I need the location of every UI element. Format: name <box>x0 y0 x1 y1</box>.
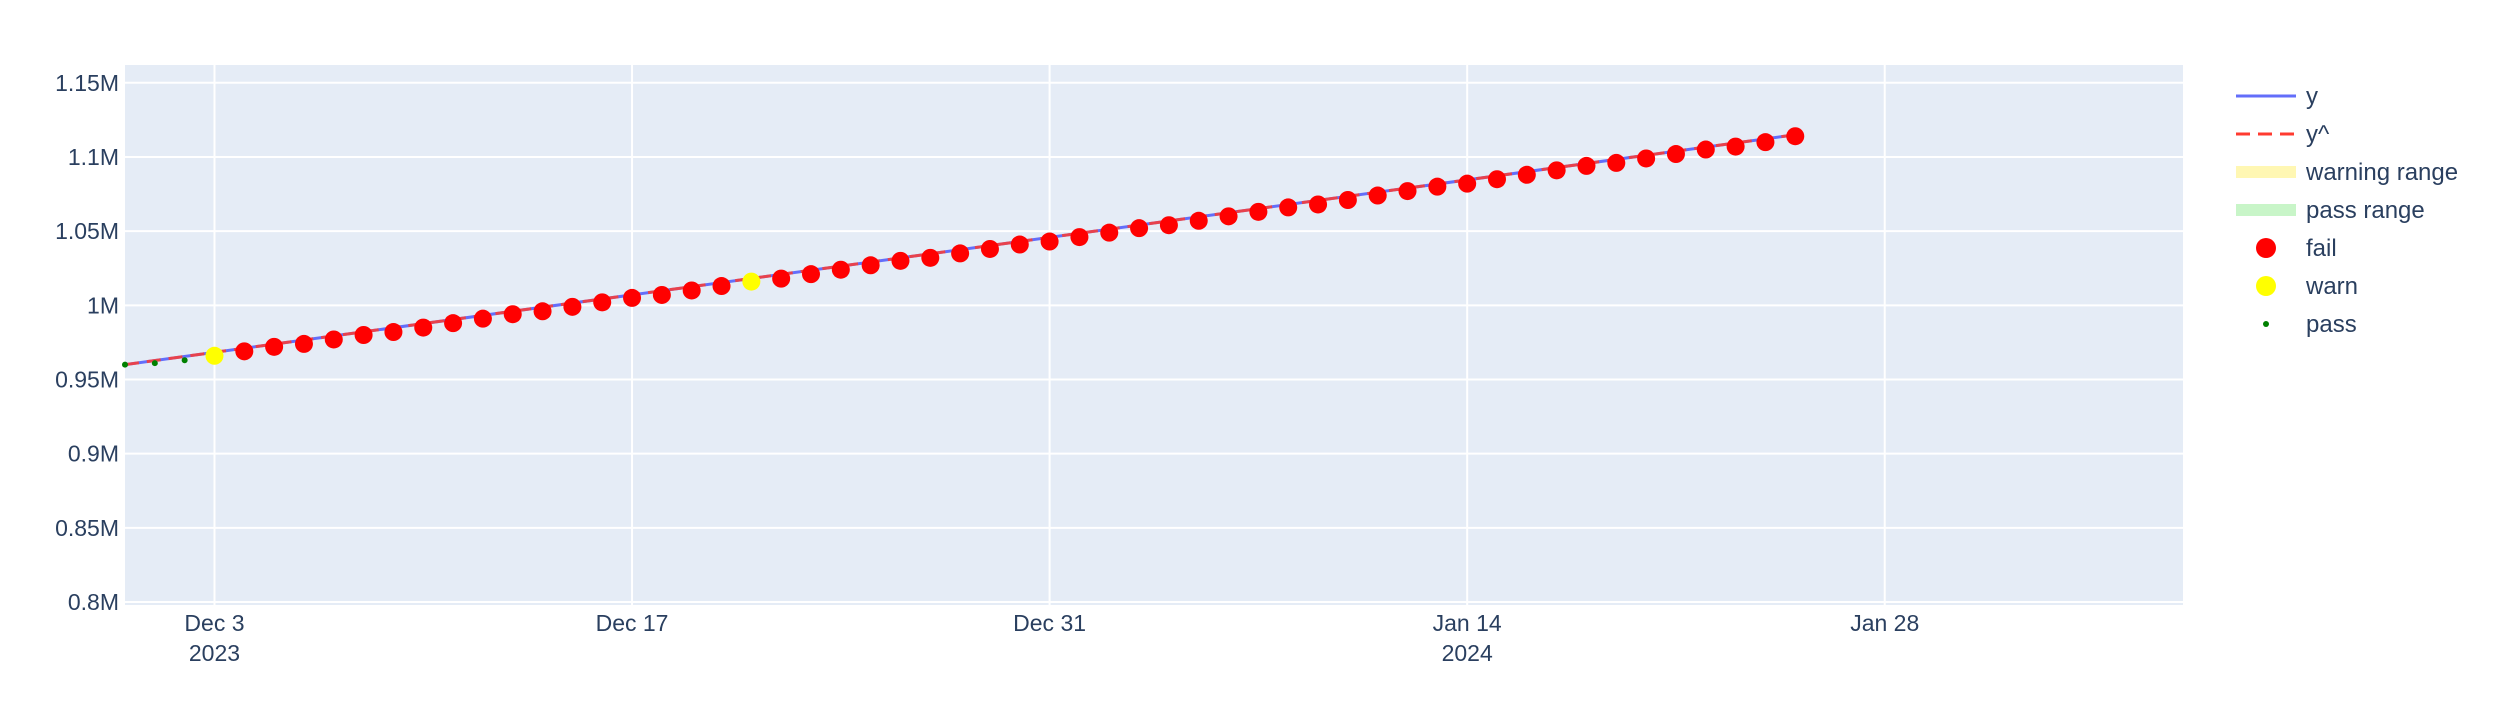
data-point-fail[interactable] <box>1666 145 1685 164</box>
data-point-fail[interactable] <box>1577 156 1596 175</box>
data-point-fail[interactable] <box>533 302 552 321</box>
data-point-fail[interactable] <box>652 285 671 304</box>
data-point-fail[interactable] <box>414 318 433 337</box>
data-point-fail[interactable] <box>1488 170 1506 189</box>
legend-item[interactable]: y <box>2236 83 2318 110</box>
legend-item[interactable]: warn <box>2256 273 2358 300</box>
data-point-fail[interactable] <box>921 248 940 267</box>
legend-label: pass range <box>2306 197 2425 224</box>
data-point-fail[interactable] <box>951 244 970 263</box>
data-point-fail[interactable] <box>980 239 999 258</box>
data-point-fail[interactable] <box>712 277 731 296</box>
data-point-fail[interactable] <box>1368 186 1387 205</box>
data-point-fail[interactable] <box>1309 195 1328 214</box>
data-point-fail[interactable] <box>1726 137 1745 156</box>
data-point-fail[interactable] <box>1458 174 1477 193</box>
data-point-fail[interactable] <box>294 334 313 353</box>
data-point-fail[interactable] <box>1607 153 1626 172</box>
x-tick-year-label: 2024 <box>1442 640 1493 666</box>
legend-band-swatch <box>2236 166 2296 178</box>
data-point-fail[interactable] <box>772 269 791 288</box>
plot-background <box>125 65 2183 605</box>
data-point-warn[interactable] <box>205 346 224 365</box>
x-tick-label: Dec 3 <box>184 610 244 636</box>
data-point-fail[interactable] <box>473 309 492 328</box>
data-point-fail[interactable] <box>1637 149 1656 168</box>
legend-label: pass <box>2306 311 2357 338</box>
data-point-fail[interactable] <box>682 281 701 300</box>
legend-item[interactable]: y^ <box>2236 121 2330 148</box>
y-tick-label: 1.1M <box>68 144 119 170</box>
data-point-pass[interactable] <box>151 360 158 367</box>
data-point-fail[interactable] <box>1130 219 1149 238</box>
gridlines <box>125 65 2183 605</box>
legend-marker-swatch <box>2263 321 2269 327</box>
data-point-fail[interactable] <box>1756 133 1775 152</box>
data-point-fail[interactable] <box>831 260 850 279</box>
y-tick-label: 0.95M <box>55 367 119 393</box>
data-point-fail[interactable] <box>623 288 642 307</box>
data-point-fail[interactable] <box>1517 165 1536 184</box>
legend-band-swatch <box>2236 204 2296 216</box>
y-tick-label: 1M <box>87 292 119 318</box>
legend-item[interactable]: warning range <box>2236 159 2458 186</box>
data-point-fail[interactable] <box>324 330 343 349</box>
legend-label: y^ <box>2306 121 2330 148</box>
legend-label: warning range <box>2305 159 2458 186</box>
data-point-fail[interactable] <box>1159 216 1178 235</box>
data-point-fail[interactable] <box>861 256 880 275</box>
legend-label: fail <box>2306 235 2337 262</box>
x-tick-label: Jan 14 <box>1433 610 1502 636</box>
data-markers <box>122 127 1805 368</box>
legend-label: y <box>2306 83 2318 110</box>
data-point-fail[interactable] <box>802 265 820 284</box>
data-point-fail[interactable] <box>1010 235 1029 254</box>
x-tick-year-label: 2023 <box>189 640 240 666</box>
data-point-fail[interactable] <box>1040 232 1059 251</box>
data-point-fail[interactable] <box>1279 198 1298 217</box>
data-point-fail[interactable] <box>503 305 522 324</box>
legend-marker-swatch <box>2256 238 2276 258</box>
data-point-pass[interactable] <box>181 357 188 364</box>
legend-label: warn <box>2305 273 2358 300</box>
x-tick-label: Jan 28 <box>1850 610 1919 636</box>
data-point-fail[interactable] <box>384 323 403 342</box>
y-tick-label: 0.9M <box>68 441 119 467</box>
y-tick-label: 0.8M <box>68 589 119 615</box>
data-point-fail[interactable] <box>1249 202 1268 221</box>
data-point-fail[interactable] <box>265 337 284 356</box>
data-point-fail[interactable] <box>354 326 373 344</box>
data-point-fail[interactable] <box>1398 182 1417 201</box>
data-point-pass[interactable] <box>122 361 128 368</box>
data-point-fail[interactable] <box>444 314 463 333</box>
y-tick-label: 1.15M <box>55 70 119 96</box>
legend-item[interactable]: pass range <box>2236 197 2425 224</box>
legend[interactable]: y y^ warning range pass range fail warn pass <box>2236 83 2458 338</box>
legend-item[interactable]: fail <box>2256 235 2337 262</box>
data-point-fail[interactable] <box>1189 211 1208 230</box>
data-point-fail[interactable] <box>1696 140 1715 159</box>
data-point-fail[interactable] <box>235 342 254 361</box>
data-point-fail[interactable] <box>1219 207 1238 226</box>
x-tick-label: Dec 31 <box>1013 610 1086 636</box>
data-point-warn[interactable] <box>742 272 761 291</box>
y-tick-label: 1.05M <box>55 218 119 244</box>
data-point-fail[interactable] <box>891 251 910 270</box>
x-axis: Dec 3 2023 Dec 17 Dec 31 Jan 14 2024 Jan 28 <box>184 610 1919 666</box>
data-point-fail[interactable] <box>1338 191 1357 209</box>
legend-item[interactable]: pass <box>2263 311 2357 338</box>
y-tick-label: 0.85M <box>55 515 119 541</box>
data-point-fail[interactable] <box>1547 161 1566 180</box>
data-point-fail[interactable] <box>593 293 612 312</box>
data-point-fail[interactable] <box>563 297 582 316</box>
data-point-fail[interactable] <box>1786 127 1805 146</box>
data-point-fail[interactable] <box>1100 223 1119 242</box>
legend-marker-swatch <box>2256 276 2276 296</box>
y-axis: 0.8M 0.85M 0.9M 0.95M 1M 1.05M 1.1M 1.15M <box>55 70 119 615</box>
data-point-fail[interactable] <box>1428 177 1447 196</box>
data-point-fail[interactable] <box>1070 228 1089 247</box>
x-tick-label: Dec 17 <box>596 610 669 636</box>
